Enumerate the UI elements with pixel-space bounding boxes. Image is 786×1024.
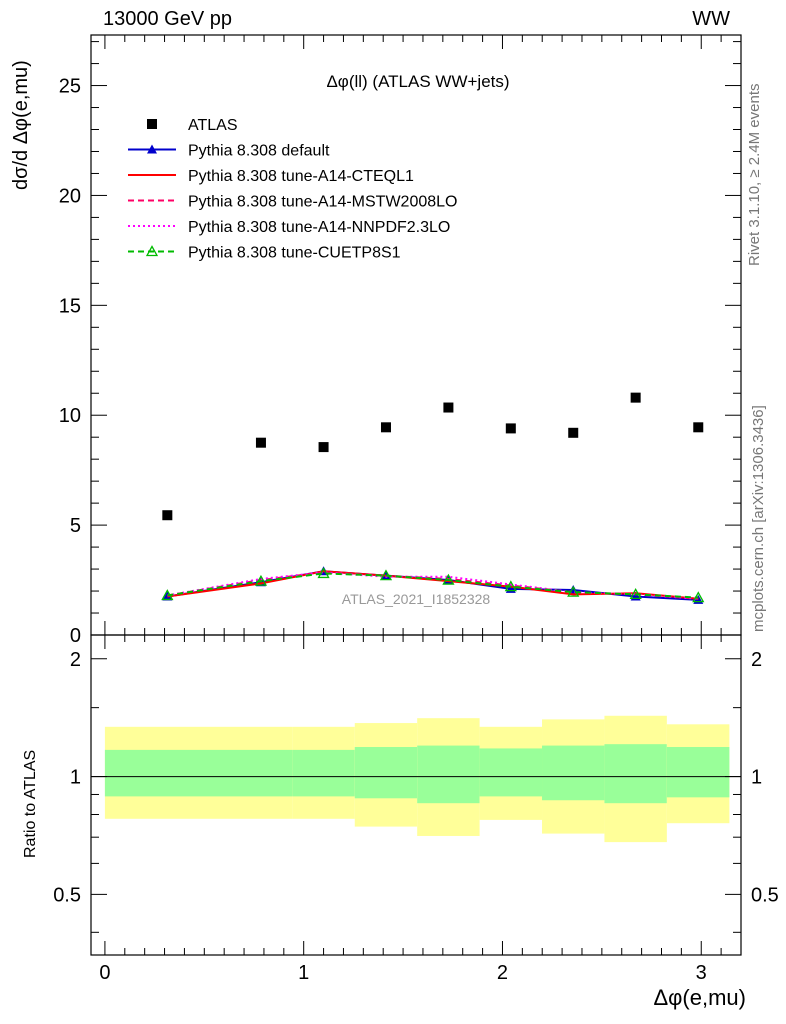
- marker-cuetp8s1: [692, 591, 705, 603]
- legend-label-5: Pythia 8.308 tune-CUETP8S1: [188, 245, 401, 262]
- marker-cuetp8s1: [379, 569, 393, 581]
- ratio-tick-label: 2: [70, 649, 81, 671]
- legend-label-2: Pythia 8.308 tune-A14-CTEQL1: [188, 168, 414, 185]
- legend-marker: [145, 245, 159, 257]
- marker-cuetp8s1: [161, 589, 174, 601]
- legend-marker-atlas: [147, 119, 157, 129]
- ratio-band-green: [417, 745, 480, 804]
- ratio-tick-label-right: 1: [751, 767, 762, 789]
- legend: ATLAS Pythia 8.308 default Pythia 8.308 tu…: [128, 117, 457, 262]
- ratio-uncertainty-bands: [91, 715, 741, 843]
- data-point-atlas: [255, 437, 266, 448]
- series-line-5: [167, 572, 699, 599]
- ratio-y-axis-label: Ratio to ATLAS: [22, 749, 39, 858]
- x-tick-label: 3: [696, 962, 707, 984]
- marker-cuetp8s1: [317, 567, 330, 579]
- header-process: WW: [692, 8, 730, 30]
- y-tick-label: 15: [59, 295, 81, 317]
- ratio-band-green: [604, 744, 667, 804]
- y-tick-label: 10: [59, 405, 81, 427]
- marker-cuetp8s1: [629, 588, 642, 599]
- data-point-atlas: [162, 510, 173, 521]
- ratio-band-green: [542, 745, 605, 801]
- series-line-4: [167, 571, 699, 600]
- y-tick-label: 20: [59, 185, 81, 207]
- plot-title: Δφ(ll) (ATLAS WW+jets): [326, 72, 509, 91]
- ratio-tick-label-right: 0.5: [751, 884, 779, 906]
- ratio-band-green: [666, 747, 730, 798]
- ratio-band-green: [104, 749, 293, 797]
- legend-label-1: Pythia 8.308 default: [188, 143, 330, 160]
- marker-cuetp8s1: [504, 580, 517, 592]
- header-energy: 13000 GeV pp: [103, 8, 232, 30]
- rivet-version-label: Rivet 3.1.10, ≥ 2.4M events: [746, 83, 763, 267]
- ratio-panel-frame: [90, 634, 742, 956]
- data-point-atlas: [380, 422, 391, 433]
- data-point-atlas: [630, 392, 641, 403]
- mcplots-label: mcplots.cern.ch [arXiv:1306.3436]: [750, 405, 767, 632]
- legend-label-4: Pythia 8.308 tune-A14-NNPDF2.3LO: [188, 219, 450, 236]
- ratio-band-green: [354, 747, 418, 799]
- data-point-atlas: [318, 442, 329, 453]
- data-point-atlas: [443, 402, 454, 413]
- ratio-band-green: [479, 748, 543, 797]
- data-point-atlas: [568, 427, 579, 438]
- ratio-tick-label: 1: [70, 767, 81, 789]
- legend-marker: [147, 144, 157, 154]
- x-axis-label: Δφ(e,mu): [653, 985, 746, 1010]
- ratio-tick-label: 0.5: [53, 884, 81, 906]
- legend-label-3: Pythia 8.308 tune-A14-MSTW2008LO: [188, 194, 457, 211]
- data-point-atlas: [693, 422, 704, 433]
- legend-label-0: ATLAS: [188, 117, 238, 134]
- axis-ticks: 0 1 2 3 0 5 10 15 20 25 0.5 0.5 1 1 2 2: [53, 35, 779, 984]
- y-tick-label: 25: [59, 76, 81, 98]
- ratio-frame-rect: [90, 634, 742, 956]
- analysis-watermark: ATLAS_2021_I1852328: [342, 591, 491, 607]
- ratio-tick-label-right: 2: [751, 649, 762, 671]
- data-point-atlas: [505, 423, 516, 434]
- ratio-band-green: [292, 749, 355, 797]
- x-tick-label: 2: [497, 962, 508, 984]
- y-tick-label: 5: [70, 515, 81, 537]
- marker-cuetp8s1: [254, 574, 268, 586]
- series-layer: [161, 392, 705, 604]
- x-tick-label: 1: [298, 962, 309, 984]
- y-axis-label: dσ/d Δφ(e,mu): [10, 60, 32, 190]
- marker-cuetp8s1: [567, 585, 580, 597]
- x-tick-label: 0: [99, 962, 110, 984]
- y-tick-label: 0: [70, 625, 81, 647]
- marker-cuetp8s1: [442, 573, 455, 585]
